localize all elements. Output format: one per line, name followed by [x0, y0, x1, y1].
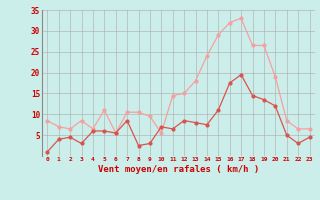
X-axis label: Vent moyen/en rafales ( km/h ): Vent moyen/en rafales ( km/h )	[98, 165, 259, 174]
